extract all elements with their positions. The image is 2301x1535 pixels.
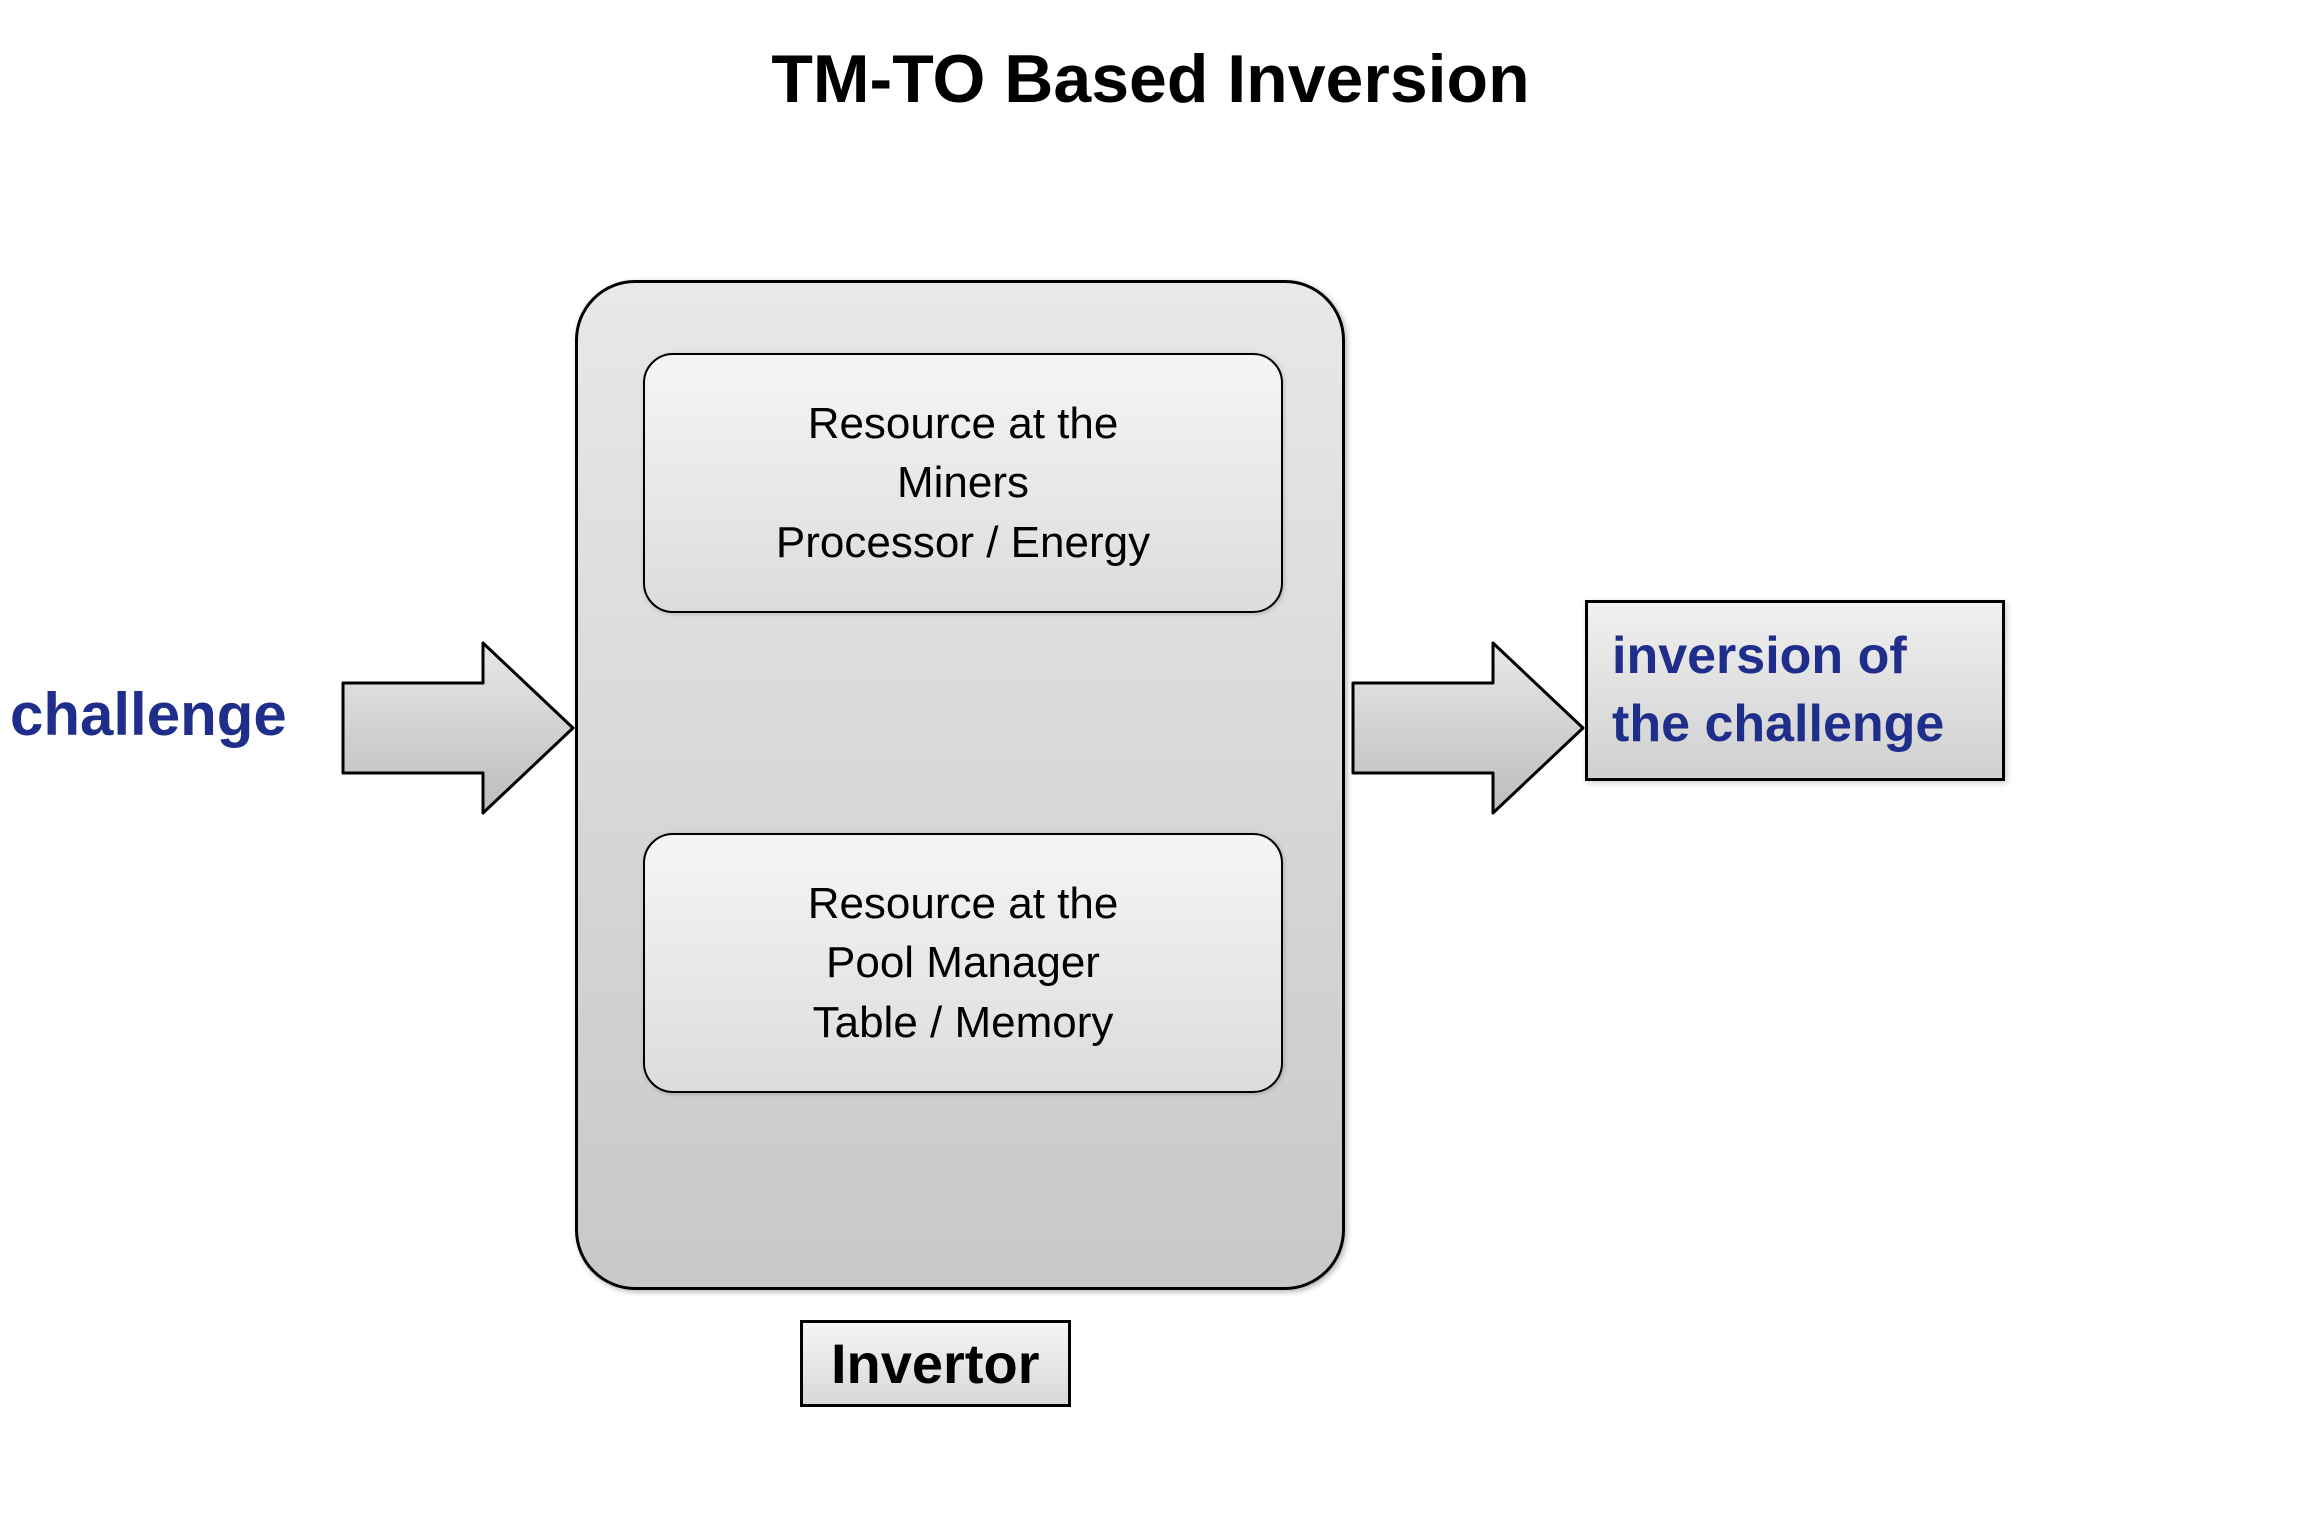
output-line2: the challenge (1612, 691, 1978, 759)
invertor-label-box: Invertor (800, 1320, 1071, 1407)
poolmgr-line3: Table / Memory (813, 993, 1114, 1052)
poolmgr-resource-box: Resource at the Pool Manager Table / Mem… (643, 833, 1283, 1093)
poolmgr-line2: Pool Manager (826, 933, 1100, 992)
arrow-out-icon (1350, 640, 1586, 816)
miners-line3: Processor / Energy (776, 513, 1150, 572)
invertor-label-text: Invertor (831, 1332, 1040, 1395)
input-label: challenge (10, 680, 287, 749)
miners-resource-box: Resource at the Miners Processor / Energ… (643, 353, 1283, 613)
invertor-container: Resource at the Miners Processor / Energ… (575, 280, 1345, 1290)
arrow-in-icon (340, 640, 576, 816)
output-box: inversion of the challenge (1585, 600, 2005, 781)
miners-line1: Resource at the (808, 394, 1119, 453)
miners-line2: Miners (897, 453, 1029, 512)
input-label-text: challenge (10, 681, 287, 748)
output-line1: inversion of (1612, 623, 1978, 691)
title-text: TM-TO Based Inversion (771, 41, 1529, 117)
poolmgr-line1: Resource at the (808, 874, 1119, 933)
diagram-title: TM-TO Based Inversion (0, 40, 2301, 118)
